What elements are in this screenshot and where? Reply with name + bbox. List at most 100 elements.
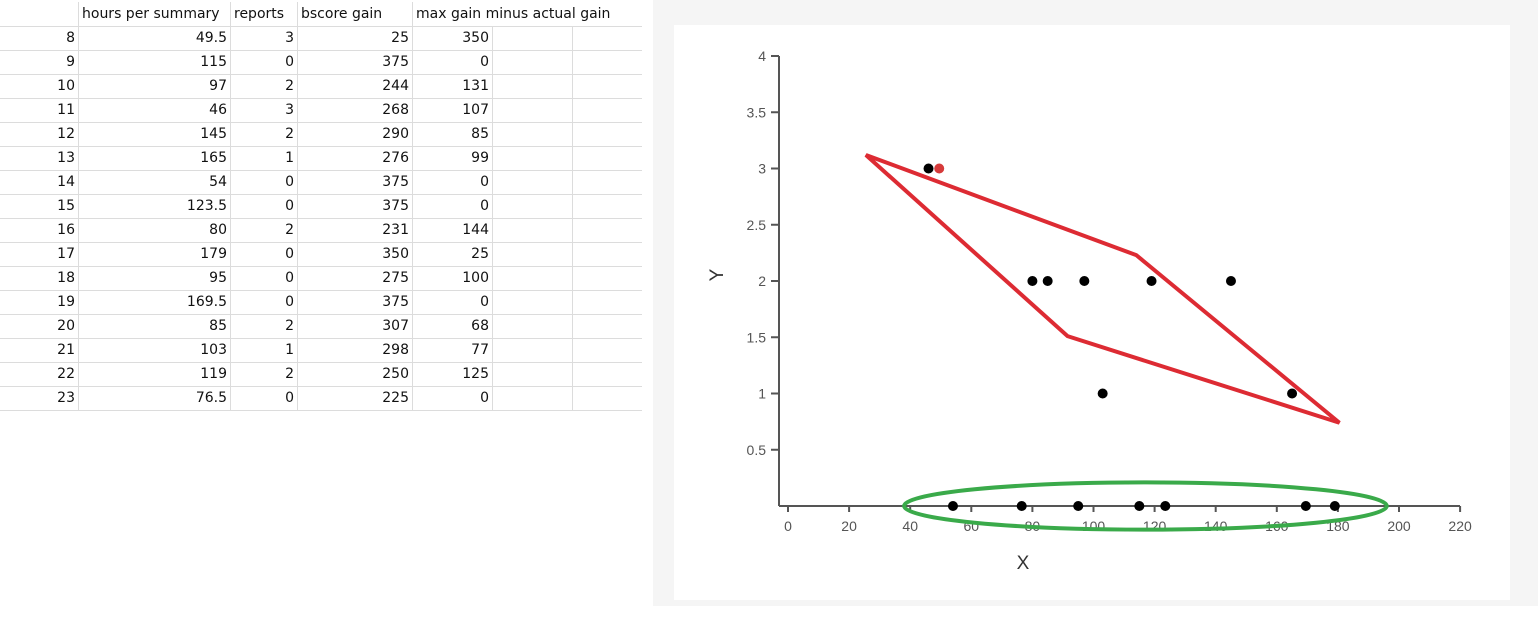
cell-bscore-gain[interactable]: 375 <box>298 290 413 314</box>
cell-hours-per-summary[interactable]: 97 <box>79 74 231 98</box>
cell-empty[interactable] <box>493 26 573 50</box>
cell-max-gain-minus-actual-gain[interactable]: 0 <box>413 290 493 314</box>
cell-max-gain-minus-actual-gain[interactable]: 0 <box>413 194 493 218</box>
cell-max-gain-minus-actual-gain[interactable]: 131 <box>413 74 493 98</box>
cell-max-gain-minus-actual-gain[interactable]: 99 <box>413 146 493 170</box>
cell-empty[interactable] <box>493 74 573 98</box>
cell-bscore-gain[interactable]: 25 <box>298 26 413 50</box>
cell-hours-per-summary[interactable]: 123.5 <box>79 194 231 218</box>
cell-reports[interactable]: 1 <box>231 338 298 362</box>
cell-row-number[interactable]: 20 <box>0 314 79 338</box>
cell-bscore-gain[interactable]: 244 <box>298 74 413 98</box>
cell-row-number[interactable]: 16 <box>0 218 79 242</box>
cell-empty[interactable] <box>493 290 573 314</box>
cell-row-number[interactable]: 13 <box>0 146 79 170</box>
cell-bscore-gain[interactable]: 231 <box>298 218 413 242</box>
cell-bscore-gain[interactable]: 225 <box>298 386 413 410</box>
cell-reports[interactable]: 2 <box>231 74 298 98</box>
header-cell-bscore-gain[interactable]: bscore gain <box>298 2 413 26</box>
cell-bscore-gain[interactable]: 307 <box>298 314 413 338</box>
cell-bscore-gain[interactable]: 375 <box>298 50 413 74</box>
cell-hours-per-summary[interactable]: 95 <box>79 266 231 290</box>
cell-hours-per-summary[interactable]: 54 <box>79 170 231 194</box>
cell-row-number[interactable]: 22 <box>0 362 79 386</box>
cell-empty[interactable] <box>493 386 573 410</box>
cell-row-number[interactable]: 9 <box>0 50 79 74</box>
cell-max-gain-minus-actual-gain[interactable]: 125 <box>413 362 493 386</box>
cell-bscore-gain[interactable]: 375 <box>298 170 413 194</box>
cell-empty[interactable] <box>493 362 573 386</box>
cell-reports[interactable]: 3 <box>231 98 298 122</box>
cell-row-number[interactable]: 17 <box>0 242 79 266</box>
cell-empty[interactable] <box>493 50 573 74</box>
cell-row-number[interactable]: 23 <box>0 386 79 410</box>
cell-empty[interactable] <box>493 98 573 122</box>
cell-max-gain-minus-actual-gain[interactable]: 0 <box>413 50 493 74</box>
cell-bscore-gain[interactable]: 298 <box>298 338 413 362</box>
cell-hours-per-summary[interactable]: 115 <box>79 50 231 74</box>
cell-bscore-gain[interactable]: 276 <box>298 146 413 170</box>
cell-hours-per-summary[interactable]: 76.5 <box>79 386 231 410</box>
cell-row-number[interactable]: 18 <box>0 266 79 290</box>
cell-empty[interactable] <box>493 122 573 146</box>
cell-max-gain-minus-actual-gain[interactable]: 25 <box>413 242 493 266</box>
cell-bscore-gain[interactable]: 275 <box>298 266 413 290</box>
cell-empty[interactable] <box>493 170 573 194</box>
cell-max-gain-minus-actual-gain[interactable]: 85 <box>413 122 493 146</box>
cell-hours-per-summary[interactable]: 49.5 <box>79 26 231 50</box>
cell-reports[interactable]: 0 <box>231 386 298 410</box>
cell-max-gain-minus-actual-gain[interactable]: 77 <box>413 338 493 362</box>
cell-row-number[interactable]: 14 <box>0 170 79 194</box>
cell-empty[interactable] <box>493 338 573 362</box>
cell-row-number[interactable]: 19 <box>0 290 79 314</box>
cell-reports[interactable]: 0 <box>231 194 298 218</box>
cell-empty[interactable] <box>493 194 573 218</box>
cell-reports[interactable]: 2 <box>231 218 298 242</box>
cell-max-gain-minus-actual-gain[interactable]: 0 <box>413 386 493 410</box>
cell-row-number[interactable]: 10 <box>0 74 79 98</box>
cell-reports[interactable]: 2 <box>231 362 298 386</box>
cell-bscore-gain[interactable]: 375 <box>298 194 413 218</box>
cell-empty[interactable] <box>493 314 573 338</box>
cell-max-gain-minus-actual-gain[interactable]: 107 <box>413 98 493 122</box>
cell-row-number[interactable]: 21 <box>0 338 79 362</box>
cell-empty[interactable] <box>493 146 573 170</box>
cell-empty[interactable] <box>493 266 573 290</box>
cell-row-number[interactable]: 11 <box>0 98 79 122</box>
cell-row-number[interactable]: 12 <box>0 122 79 146</box>
header-cell-hours-per-summary[interactable]: hours per summary <box>79 2 231 26</box>
cell-max-gain-minus-actual-gain[interactable]: 0 <box>413 170 493 194</box>
cell-reports[interactable]: 0 <box>231 290 298 314</box>
cell-hours-per-summary[interactable]: 145 <box>79 122 231 146</box>
cell-hours-per-summary[interactable]: 80 <box>79 218 231 242</box>
cell-reports[interactable]: 3 <box>231 26 298 50</box>
cell-bscore-gain[interactable]: 350 <box>298 242 413 266</box>
cell-reports[interactable]: 0 <box>231 50 298 74</box>
cell-hours-per-summary[interactable]: 103 <box>79 338 231 362</box>
cell-max-gain-minus-actual-gain[interactable]: 350 <box>413 26 493 50</box>
cell-empty[interactable] <box>493 242 573 266</box>
cell-reports[interactable]: 0 <box>231 266 298 290</box>
cell-max-gain-minus-actual-gain[interactable]: 100 <box>413 266 493 290</box>
cell-reports[interactable]: 1 <box>231 146 298 170</box>
cell-reports[interactable]: 2 <box>231 314 298 338</box>
cell-max-gain-minus-actual-gain[interactable]: 68 <box>413 314 493 338</box>
cell-reports[interactable]: 0 <box>231 170 298 194</box>
header-cell-reports[interactable]: reports <box>231 2 298 26</box>
cell-hours-per-summary[interactable]: 119 <box>79 362 231 386</box>
cell-row-number[interactable]: 8 <box>0 26 79 50</box>
cell-row-number[interactable]: 15 <box>0 194 79 218</box>
cell-hours-per-summary[interactable]: 179 <box>79 242 231 266</box>
cell-bscore-gain[interactable]: 290 <box>298 122 413 146</box>
cell-hours-per-summary[interactable]: 46 <box>79 98 231 122</box>
cell-hours-per-summary[interactable]: 165 <box>79 146 231 170</box>
header-cell-rownum[interactable] <box>0 2 79 26</box>
cell-reports[interactable]: 2 <box>231 122 298 146</box>
cell-hours-per-summary[interactable]: 85 <box>79 314 231 338</box>
cell-hours-per-summary[interactable]: 169.5 <box>79 290 231 314</box>
cell-max-gain-minus-actual-gain[interactable]: 144 <box>413 218 493 242</box>
cell-reports[interactable]: 0 <box>231 242 298 266</box>
cell-bscore-gain[interactable]: 250 <box>298 362 413 386</box>
cell-bscore-gain[interactable]: 268 <box>298 98 413 122</box>
cell-empty[interactable] <box>493 218 573 242</box>
